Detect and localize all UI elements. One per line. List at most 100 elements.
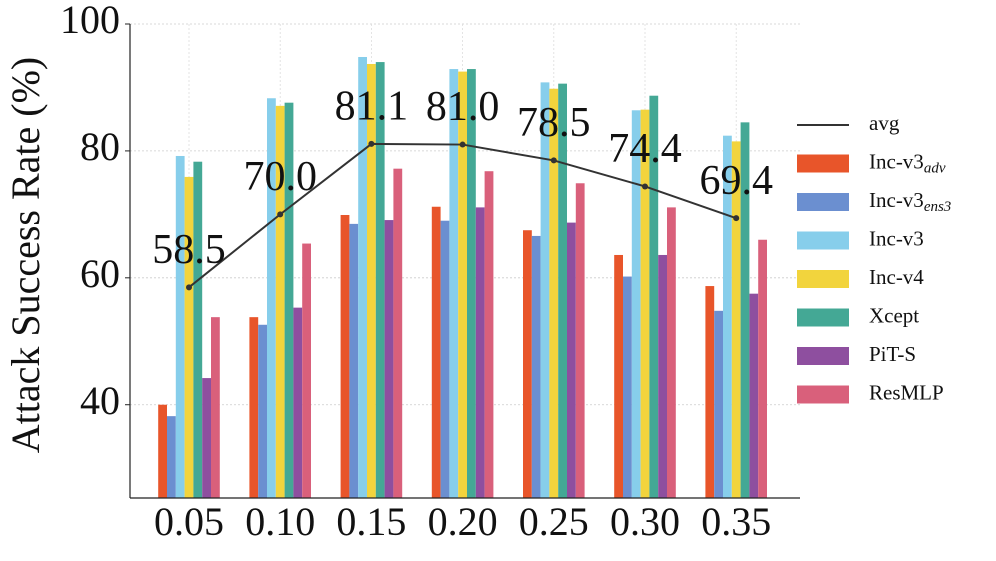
legend-swatch [797, 385, 849, 404]
legend-subscript: ens3 [924, 199, 952, 215]
legend-name: Inc-v4 [869, 265, 924, 289]
bar [384, 220, 394, 498]
avg-point [277, 211, 284, 218]
legend-label: Xcept [869, 303, 919, 327]
legend-subscript: adv [924, 161, 946, 177]
bar [193, 161, 203, 499]
legend-swatch [797, 193, 849, 211]
avg-point [550, 157, 557, 164]
bar [758, 239, 767, 498]
bar [293, 307, 303, 498]
bar [549, 88, 559, 498]
legend-name: Inc-v3 [869, 149, 924, 173]
bar [705, 286, 715, 498]
legend-swatch [797, 270, 849, 288]
bar [440, 220, 450, 498]
bar [714, 310, 723, 498]
legend-label: Inc-v4 [869, 265, 924, 289]
value-label: 69.4 [699, 158, 773, 204]
bar [731, 141, 741, 498]
bar [431, 206, 441, 498]
bar [393, 168, 403, 499]
bar [158, 404, 167, 498]
value-label: 78.5 [517, 100, 591, 146]
bar [740, 122, 750, 498]
legend-name: PiT-S [869, 342, 916, 366]
bar [567, 222, 576, 498]
legend-label: avg [869, 111, 900, 135]
x-tick-label: 0.05 [154, 499, 224, 544]
avg-point [368, 140, 375, 147]
bar [202, 378, 211, 498]
bar [749, 293, 759, 498]
bar [475, 207, 485, 498]
bar [175, 155, 185, 498]
value-label: 58.5 [152, 227, 226, 273]
legend-swatch [797, 231, 849, 250]
bar [275, 105, 285, 499]
value-label: 74.4 [608, 126, 682, 172]
legend-name: Inc-v3 [869, 226, 924, 250]
bar [467, 69, 476, 498]
bar [484, 171, 494, 499]
x-tick-label: 0.20 [428, 499, 498, 544]
bar [211, 317, 220, 498]
bar [723, 135, 732, 498]
legend-label: Inc-v3adv [869, 149, 946, 177]
bar [631, 110, 641, 499]
bar [640, 109, 650, 498]
bar [302, 243, 311, 498]
legend-label: ResMLP [869, 380, 944, 404]
bar [523, 230, 532, 498]
bar [540, 82, 550, 499]
bar [375, 62, 385, 498]
legend-name: Inc-v3 [869, 188, 924, 212]
bar [531, 235, 541, 499]
y-tick-label: 80 [80, 124, 120, 169]
y-tick-label: 100 [60, 0, 120, 42]
y-axis-label: Attack Success Rate (%) [3, 57, 48, 454]
x-tick-label: 0.35 [701, 499, 771, 544]
bar [340, 214, 350, 499]
avg-point [642, 183, 648, 190]
bar [367, 63, 376, 499]
bar [575, 183, 585, 498]
legend-label: PiT-S [869, 342, 916, 366]
bar [649, 95, 659, 498]
bar [623, 276, 632, 498]
legend-name: Xcept [869, 303, 919, 327]
y-tick-label: 40 [80, 378, 120, 423]
bar [249, 317, 259, 498]
legend-swatch [797, 154, 849, 173]
value-label: 70.0 [243, 154, 317, 200]
bar [458, 71, 467, 498]
value-label: 81.1 [335, 84, 409, 130]
legend-name: ResMLP [869, 380, 944, 404]
bar [184, 176, 194, 498]
bar [558, 83, 567, 499]
bar [449, 69, 459, 498]
legend-label: Inc-v3ens3 [869, 188, 951, 216]
bar [267, 98, 276, 498]
bar [614, 254, 623, 498]
bar [658, 254, 667, 498]
legend-swatch [797, 308, 849, 327]
legend-label: Inc-v3 [869, 226, 924, 250]
bar [258, 324, 267, 498]
bar [358, 56, 367, 499]
bar [667, 207, 676, 498]
bar [349, 223, 359, 498]
bar [167, 416, 176, 498]
avg-point [186, 284, 192, 291]
x-tick-label: 0.25 [519, 499, 589, 544]
value-label: 81.0 [426, 84, 500, 130]
x-tick-label: 0.10 [245, 499, 315, 544]
avg-point [733, 215, 740, 222]
avg-point [459, 141, 466, 148]
y-tick-label: 60 [80, 251, 120, 296]
bar [284, 102, 294, 498]
x-tick-label: 0.15 [336, 499, 406, 544]
x-tick-label: 0.30 [610, 499, 680, 544]
legend-swatch [797, 347, 849, 365]
